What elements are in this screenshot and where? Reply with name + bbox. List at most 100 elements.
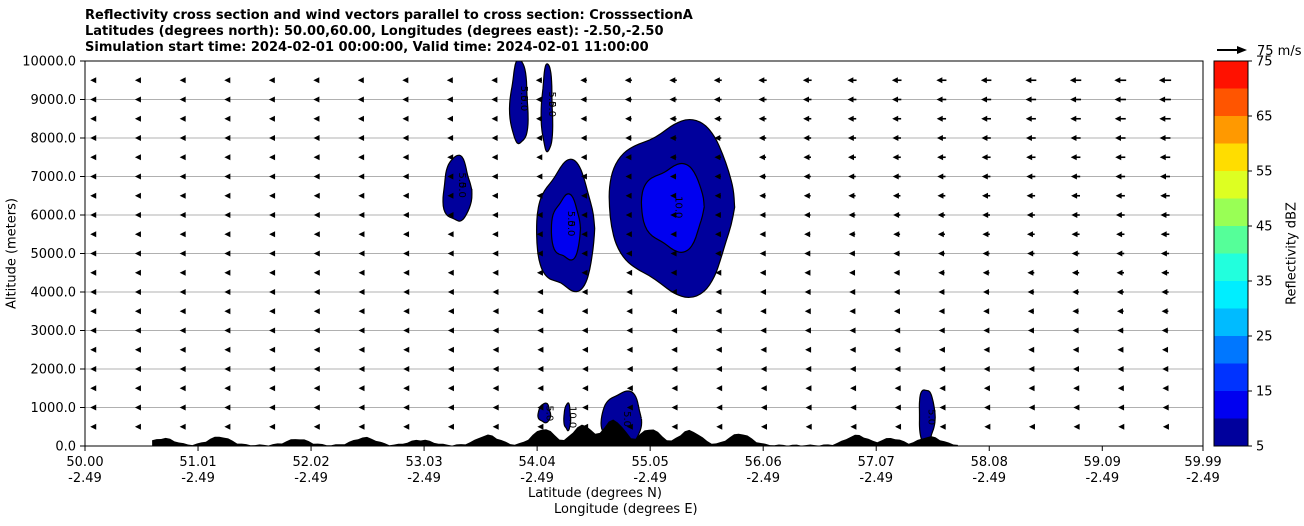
wind-vector-head-icon (268, 135, 275, 141)
wind-vector (134, 212, 141, 218)
wind-vector-head-icon (1027, 289, 1034, 295)
wind-vector-head-icon (269, 423, 276, 430)
wind-vector-head-icon (848, 154, 855, 161)
wind-vector-head-icon (537, 327, 544, 334)
wind-vector-head-icon (224, 77, 231, 84)
wind-vector-head-icon (537, 289, 544, 295)
wind-vector (313, 77, 320, 84)
wind-vector-head-icon (625, 173, 632, 180)
wind-vector-head-icon (313, 115, 320, 122)
wind-vector (536, 115, 543, 122)
wind-vector-head-icon (804, 250, 811, 257)
wind-vector-head-icon (581, 269, 588, 276)
wind-vector (403, 289, 410, 295)
wind-vector-head-icon (492, 423, 499, 430)
x-axis: 50.00-2.4951.01-2.4952.02-2.4953.03-2.49… (66, 446, 1222, 486)
x-tick-label-longitude: -2.49 (407, 471, 441, 486)
x-tick-label-longitude: -2.49 (972, 471, 1006, 486)
wind-vector-head-icon (179, 385, 186, 392)
wind-vector-head-icon (1116, 289, 1123, 295)
y-tick-label: 9000.0 (31, 93, 77, 108)
wind-vector (581, 250, 588, 257)
wind-vector (758, 135, 767, 141)
wind-vector (134, 269, 141, 276)
wind-vector-head-icon (179, 192, 186, 199)
wind-vector (447, 404, 454, 411)
wind-vector (1026, 154, 1036, 161)
wind-vector-head-icon (847, 96, 854, 103)
wind-vector-head-icon (759, 250, 766, 257)
wind-vector (1028, 385, 1035, 392)
wind-vector (938, 269, 945, 276)
wind-vector-head-icon (134, 366, 141, 372)
wind-vector (1162, 423, 1169, 430)
wind-vector (402, 96, 409, 103)
wind-vector (134, 115, 141, 122)
wind-vector-head-icon (1070, 96, 1077, 103)
wind-vector-head-icon (715, 269, 722, 276)
wind-vector (1070, 135, 1081, 141)
wind-vector-head-icon (447, 250, 454, 257)
wind-vector-head-icon (313, 231, 320, 238)
wind-vector (848, 212, 856, 218)
wind-vector (1072, 346, 1079, 353)
contour-label: 5.0 (518, 86, 529, 102)
wind-vector-head-icon (624, 77, 631, 84)
wind-vector-head-icon (447, 289, 454, 295)
wind-vector (179, 96, 186, 103)
wind-vector (313, 327, 320, 334)
wind-vector (1073, 423, 1080, 430)
wind-vector (134, 346, 141, 353)
wind-vector-head-icon (134, 404, 141, 411)
wind-vector (671, 366, 678, 372)
wind-vector-head-icon (1028, 366, 1035, 372)
wind-vector-head-icon (1027, 269, 1034, 276)
colorbar-tick-label: 35 (1256, 275, 1273, 290)
wind-vector-head-icon (403, 250, 410, 257)
wind-vector (90, 327, 97, 334)
wind-vector (982, 289, 990, 295)
wind-vector-head-icon (714, 173, 721, 180)
wind-vector (492, 212, 499, 218)
wind-vector-head-icon (179, 212, 186, 218)
wind-vector (358, 385, 365, 392)
wind-vector-head-icon (581, 289, 588, 295)
wind-vector-head-icon (224, 212, 231, 218)
wind-vector (804, 250, 811, 257)
colorbar-band (1214, 336, 1248, 364)
wind-vector (716, 366, 723, 372)
wind-vector-head-icon (937, 173, 944, 180)
wind-vector (537, 385, 544, 392)
wind-vector-head-icon (90, 173, 97, 180)
wind-vector-head-icon (269, 269, 276, 276)
wind-vector (1115, 212, 1125, 218)
wind-vector-head-icon (626, 269, 633, 276)
wind-vector (671, 327, 678, 334)
y-tick-label: 6000.0 (31, 209, 77, 224)
wind-vector-head-icon (1117, 385, 1124, 392)
wind-vector-head-icon (1117, 346, 1124, 353)
wind-vector (134, 135, 141, 141)
wind-vector-head-icon (669, 96, 676, 103)
wind-vector (269, 154, 276, 161)
reflectivity-cell-core (640, 162, 705, 253)
wind-vector (492, 327, 499, 334)
wind-vector (759, 173, 766, 180)
wind-vector-head-icon (892, 173, 899, 180)
wind-vector-head-icon (134, 77, 141, 84)
wind-vector-head-icon (759, 173, 766, 180)
wind-vector (313, 96, 320, 103)
wind-vector (1159, 96, 1171, 103)
wind-vector (1161, 327, 1169, 334)
wind-vector-head-icon (90, 308, 97, 315)
wind-vector (537, 423, 544, 430)
y-axis: 0.0 1000.0 2000.0 3000.0 4000.0 5000.0 6000.0 7… (22, 55, 85, 455)
contour-label: 5.0 (543, 405, 554, 421)
wind-vector (492, 404, 499, 411)
wind-vector-head-icon (1026, 212, 1033, 218)
wind-vector (90, 212, 97, 218)
figure-title-line-2: Latitudes (degrees north): 50.00,60.00, … (85, 24, 664, 39)
wind-vector-head-icon (447, 385, 454, 392)
wind-vector-head-icon (1071, 231, 1078, 238)
wind-vector-head-icon (1115, 173, 1122, 180)
